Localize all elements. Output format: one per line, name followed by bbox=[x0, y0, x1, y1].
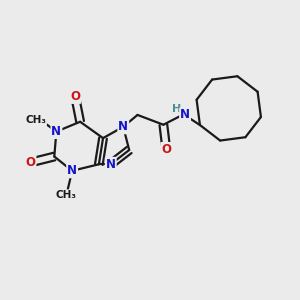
Text: O: O bbox=[26, 156, 35, 169]
Text: CH₃: CH₃ bbox=[25, 115, 46, 125]
Text: N: N bbox=[118, 120, 128, 133]
Text: N: N bbox=[67, 164, 77, 177]
Text: CH₃: CH₃ bbox=[56, 190, 77, 200]
Text: H: H bbox=[172, 104, 181, 114]
Text: N: N bbox=[51, 125, 62, 138]
Text: O: O bbox=[161, 143, 171, 156]
Text: O: O bbox=[70, 90, 80, 103]
Text: N: N bbox=[180, 108, 190, 122]
Text: N: N bbox=[106, 158, 116, 171]
